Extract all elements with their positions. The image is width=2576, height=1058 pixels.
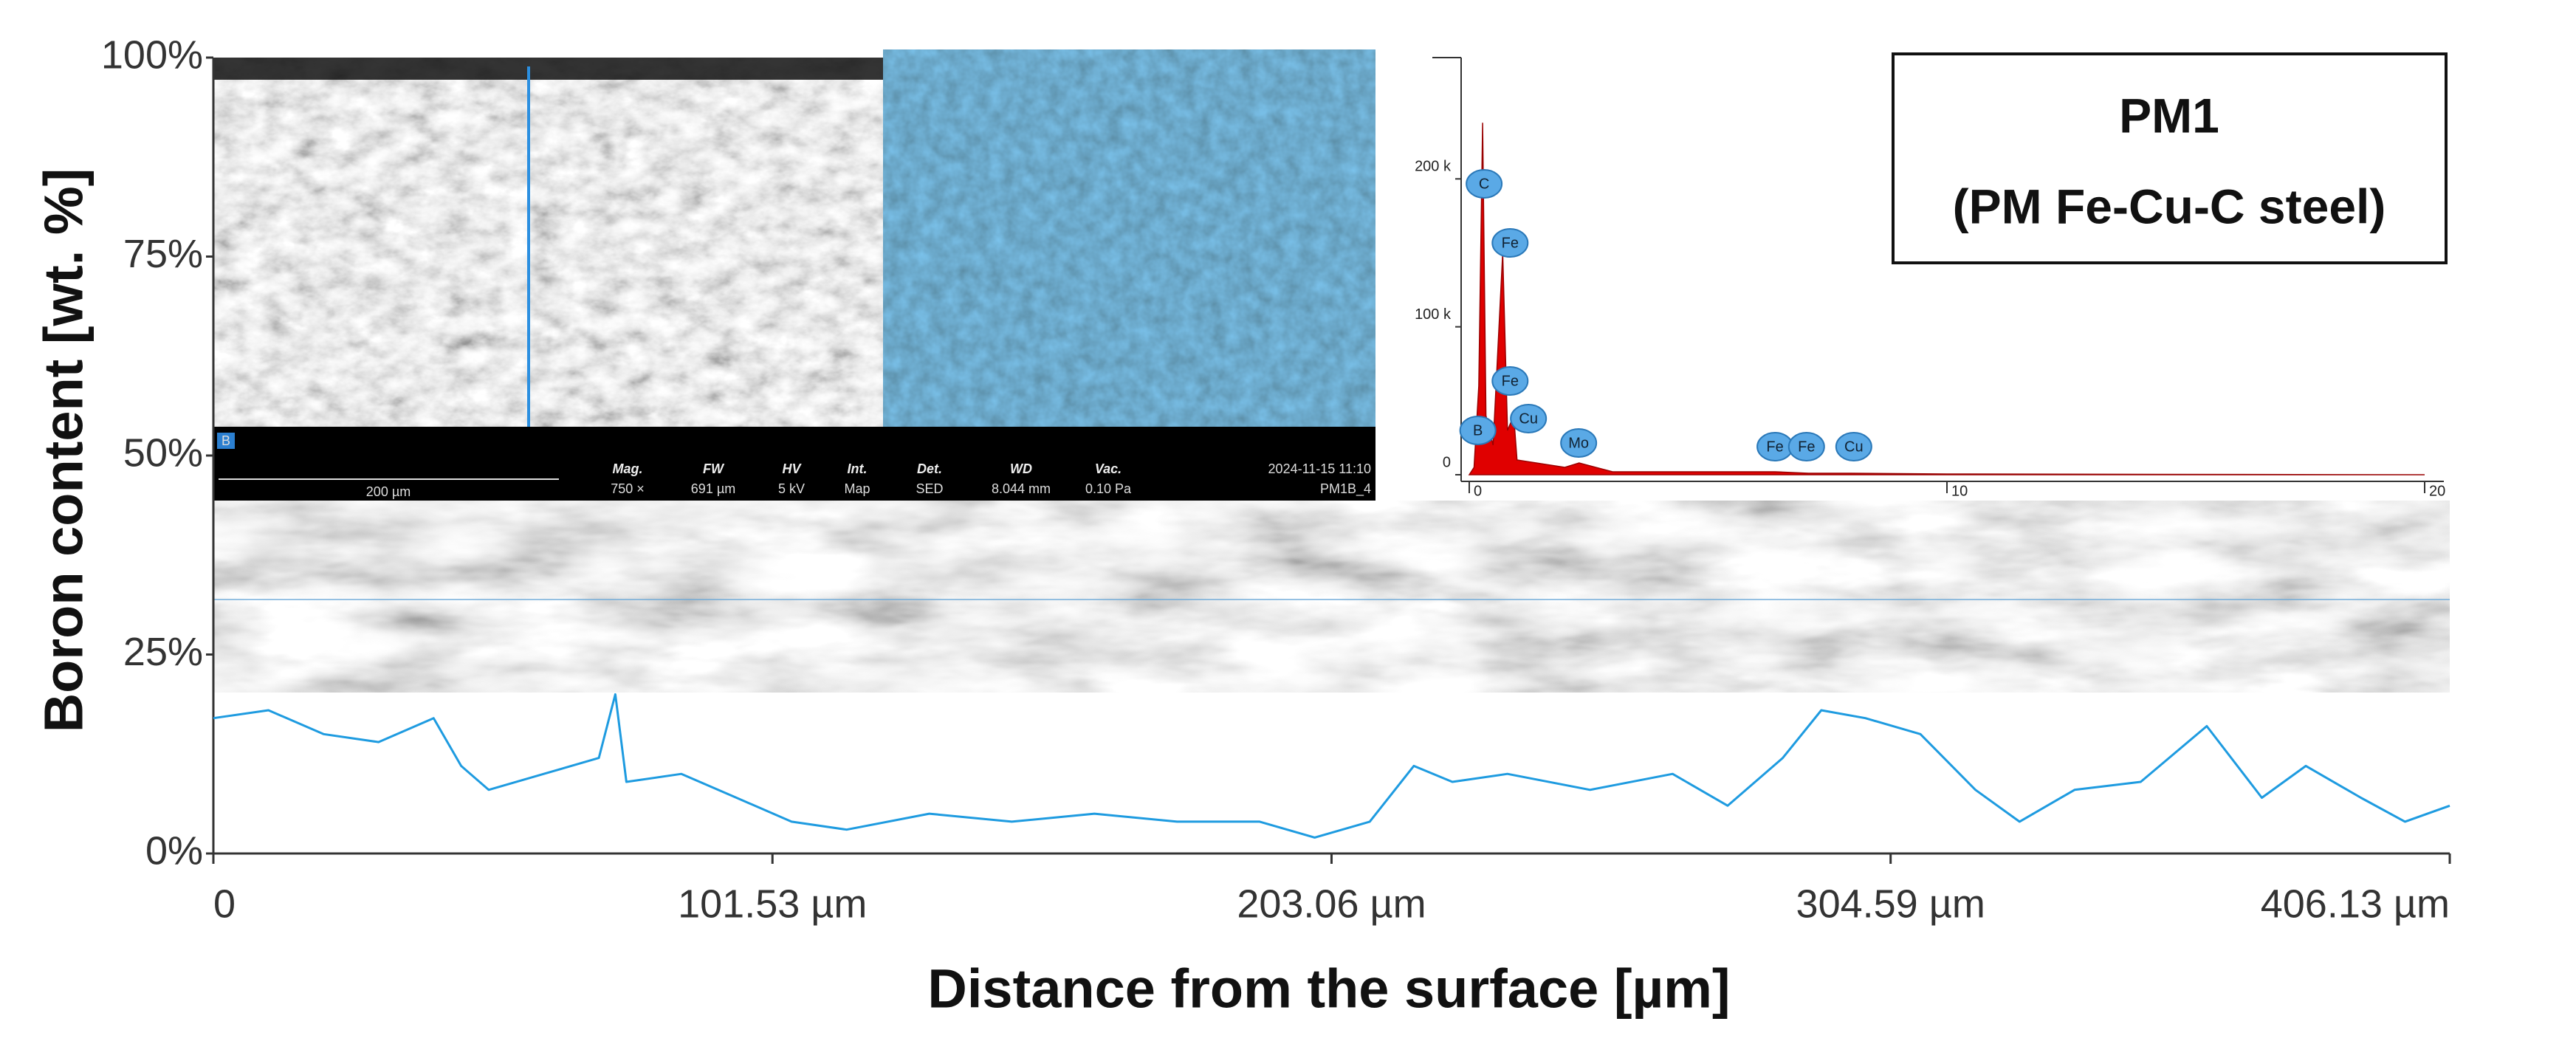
x-axis-title: Distance from the surface [µm] <box>927 958 1730 1020</box>
spec-y-tick-label: 200 k <box>1415 159 1452 175</box>
info-value: 750 × <box>611 481 645 496</box>
peak-badge <box>1560 428 1598 458</box>
layer-badge <box>217 433 235 449</box>
peak-label: B <box>1473 422 1483 439</box>
spec-y-tick-label: 100 k <box>1415 306 1452 323</box>
peak-badge <box>1466 169 1503 199</box>
peak-badge <box>1459 416 1497 445</box>
peak-badge <box>1787 432 1825 461</box>
y-tick-label: 25% <box>123 630 203 674</box>
y-axis-title: Boron content [wt. %] <box>33 168 95 733</box>
info-header: Vac. <box>1095 461 1122 476</box>
peak-badge <box>1510 404 1548 433</box>
peak-label: Fe <box>1798 439 1815 455</box>
sample-id: PM1B_4 <box>1320 481 1371 497</box>
info-header: Int. <box>848 461 868 476</box>
info-value: Map <box>844 481 870 496</box>
boron-line <box>213 693 2450 839</box>
info-header: FW <box>703 461 725 476</box>
info-header: Det. <box>917 461 942 476</box>
info-bar <box>213 427 1375 501</box>
layer-label: B <box>221 433 230 448</box>
y-tick-label: 75% <box>123 232 203 276</box>
spec-x-tick-label: 0 <box>1474 483 1482 499</box>
spectrum-plot: 0 100 k 200 k 0 10 20 C Fe Fe B Cu Mo Fe Fe Cu <box>1415 57 2445 499</box>
peak-badge <box>1491 228 1529 258</box>
y-tick-label: 0% <box>145 828 203 873</box>
spec-x-tick-label: 20 <box>2429 483 2445 499</box>
label-box-title: PM1 <box>2119 88 2219 142</box>
info-value: 0.10 Pa <box>1085 481 1132 496</box>
x-tick-label: 0 <box>213 882 236 926</box>
scale-label: 200 µm <box>366 484 411 499</box>
peak-label: Cu <box>1519 411 1538 427</box>
sem-image <box>213 58 883 427</box>
main-plot: 0% 25% 50% 75% 100% 0 101.53 µm 203.06 µm 304.59… <box>101 32 2451 926</box>
spec-y-tick-label: 0 <box>1443 454 1451 470</box>
peak-label: Mo <box>1568 435 1589 451</box>
y-tick-label: 50% <box>123 430 203 475</box>
info-header: WD <box>1010 461 1032 476</box>
peak-badge <box>1491 366 1529 396</box>
info-header: Mag. <box>612 461 642 476</box>
spectrum <box>1468 123 2425 475</box>
info-value: 5 kV <box>778 481 805 496</box>
y-tick-label: 100% <box>101 32 203 77</box>
x-tick-label: 101.53 µm <box>678 882 867 926</box>
info-value: 691 µm <box>691 481 735 496</box>
label-box <box>1892 52 2448 264</box>
label-box-subtitle: (PM Fe-Cu-C steel) <box>1953 179 2386 233</box>
info-value: 8.044 mm <box>992 481 1051 496</box>
x-tick-label: 304.59 µm <box>1796 882 1985 926</box>
peak-label: Fe <box>1502 235 1519 251</box>
sem-surface <box>213 58 883 80</box>
sem-strip <box>213 501 2450 693</box>
info-value: SED <box>916 481 943 496</box>
peak-label: Fe <box>1502 373 1519 389</box>
info-header: HV <box>782 461 802 476</box>
peak-label: Cu <box>1844 439 1864 455</box>
peak-badge <box>1835 432 1872 461</box>
peak-label: C <box>1479 176 1489 192</box>
peak-label: Fe <box>1766 439 1783 455</box>
boron-map <box>883 49 1375 427</box>
spec-x-tick-label: 10 <box>1951 483 1968 499</box>
x-tick-label: 406.13 µm <box>2261 882 2450 926</box>
date: 2024-11-15 11:10 <box>1268 461 1371 476</box>
x-tick-label: 203.06 µm <box>1237 882 1426 926</box>
